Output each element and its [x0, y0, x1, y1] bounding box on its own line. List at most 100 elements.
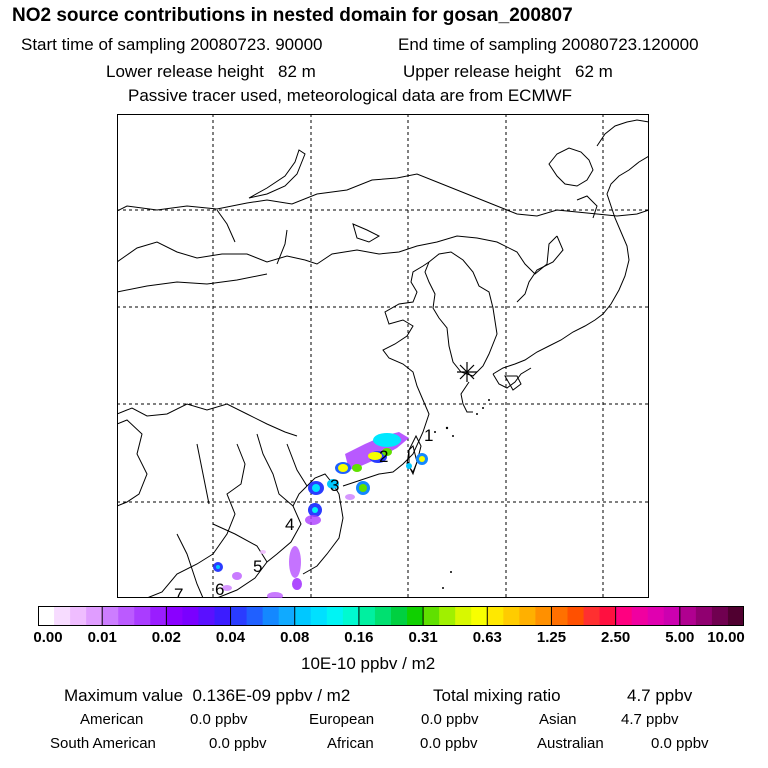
- colorbar-cell: [54, 606, 71, 626]
- colorbar-cell: [487, 606, 504, 626]
- plume-24: [216, 565, 220, 569]
- plume-27: [267, 592, 283, 598]
- colorbar-tick-label: 0.01: [87, 629, 117, 646]
- plume-15: [312, 507, 318, 513]
- region-value-asian: 4.7 ppbv: [621, 711, 679, 728]
- colorbar-frame: [38, 606, 744, 626]
- colorbar-cell: [535, 606, 553, 626]
- plume-19: [406, 463, 412, 469]
- plume-2: [373, 433, 401, 447]
- colorbar-cell: [294, 606, 312, 626]
- map-frame: [117, 114, 649, 598]
- region-name-south-american: South American: [50, 735, 156, 752]
- colorbar-cell: [38, 606, 55, 626]
- colorbar-cell: [439, 606, 456, 626]
- end-time: End time of sampling 20080723.120000: [398, 35, 699, 54]
- region-value-australian: 0.0 ppbv: [651, 735, 709, 752]
- upper-release-height: Upper release height 62 m: [403, 62, 613, 81]
- colorbar-cell: [647, 606, 665, 626]
- region-name-australian: Australian: [537, 735, 604, 752]
- colorbar-cell: [455, 606, 472, 626]
- colorbar-cell: [551, 606, 569, 626]
- total-mixing-ratio-value: 4.7 ppbv: [627, 686, 693, 705]
- colorbar-cell: [663, 606, 681, 626]
- plume-25: [232, 572, 242, 580]
- colorbar-cell: [423, 606, 440, 626]
- colorbar-cell: [214, 606, 232, 626]
- region-label-7: 7: [174, 585, 183, 598]
- region-label-3: 3: [330, 476, 339, 495]
- colorbar-tick-label: 2.50: [600, 629, 631, 646]
- colorbar-cell: [567, 606, 585, 626]
- plume-4: [368, 452, 382, 460]
- region-name-american: American: [80, 711, 144, 728]
- region-label-6: 6: [215, 580, 224, 598]
- receptor-marker: [457, 362, 477, 382]
- region-label-2: 2: [379, 447, 388, 466]
- colorbar-cell: [262, 606, 280, 626]
- colorbar-cell: [503, 606, 520, 626]
- region-label-1: 1: [424, 426, 433, 445]
- maximum-value: Maximum value 0.136E-09 ppbv / m2: [64, 686, 351, 705]
- region-name-asian: Asian: [539, 711, 577, 728]
- plume-10: [359, 484, 367, 492]
- plume-21: [289, 546, 301, 578]
- colorbar-tick-label: 0.31: [408, 629, 438, 646]
- colorbar-cell: [727, 606, 744, 626]
- total-mixing-ratio-label: Total mixing ratio: [433, 686, 561, 705]
- colorbar-tick-label: 0.08: [280, 629, 310, 646]
- region-name-european: European: [309, 711, 375, 728]
- colorbar-cell: [230, 606, 248, 626]
- region-value-european: 0.0 ppbv: [421, 711, 479, 728]
- coastlines: [117, 119, 649, 598]
- plume-20: [345, 494, 355, 500]
- colorbar-tick-label: 0.00: [33, 629, 63, 646]
- colorbar-cell: [246, 606, 264, 626]
- colorbar-cell: [711, 606, 729, 626]
- colorbar-cell: [631, 606, 649, 626]
- plume-18: [419, 456, 425, 462]
- colorbar-units: 10E-10 ppbv / m2: [301, 654, 436, 673]
- tracer-concentration: [213, 432, 428, 598]
- colorbar-cell: [86, 606, 103, 626]
- region-value-american: 0.0 ppbv: [190, 711, 248, 728]
- region-name-african: African: [327, 735, 374, 752]
- plume-8: [352, 464, 362, 472]
- colorbar-cell: [150, 606, 167, 626]
- colorbar-tick-label: 5.00: [665, 629, 695, 646]
- colorbar-cell: [695, 606, 713, 626]
- colorbar-cell: [342, 606, 360, 626]
- colorbar-tick-label: 0.16: [344, 629, 374, 646]
- plume-22: [292, 578, 302, 590]
- colorbar-cell: [599, 606, 617, 626]
- colorbar-cell: [102, 606, 119, 626]
- colorbar-tick-label: 10.00: [707, 629, 745, 646]
- colorbar-cell: [278, 606, 296, 626]
- plume-16: [305, 515, 321, 525]
- plume-11: [327, 479, 339, 489]
- colorbar-cell: [407, 606, 424, 626]
- colorbar-cell: [118, 606, 135, 626]
- colorbar-cell: [583, 606, 601, 626]
- colorbar-cell: [519, 606, 537, 626]
- colorbar-cell: [310, 606, 328, 626]
- colorbar-cell: [182, 606, 200, 626]
- colorbar-cell: [471, 606, 488, 626]
- plume-7: [338, 464, 348, 472]
- data-note: Passive tracer used, meteorological data…: [128, 86, 573, 105]
- region-label-4: 4: [285, 515, 294, 534]
- start-time: Start time of sampling 20080723. 90000: [21, 35, 323, 54]
- colorbar-cell: [70, 606, 87, 626]
- colorbar-tick-label: 1.25: [536, 629, 567, 646]
- colorbar-cell: [615, 606, 633, 626]
- colorbar-cell: [358, 606, 376, 626]
- region-value-african: 0.0 ppbv: [420, 735, 478, 752]
- region-value-south-american: 0.0 ppbv: [209, 735, 267, 752]
- colorbar-cell: [326, 606, 344, 626]
- lower-release-height: Lower release height 82 m: [106, 62, 316, 81]
- colorbar-cell: [198, 606, 216, 626]
- country-borders: [117, 173, 649, 563]
- colorbar: [38, 606, 744, 626]
- map-panel: 1 2 3 4 5 6 7: [117, 114, 649, 598]
- chart-title: NO2 source contributions in nested domai…: [12, 5, 573, 26]
